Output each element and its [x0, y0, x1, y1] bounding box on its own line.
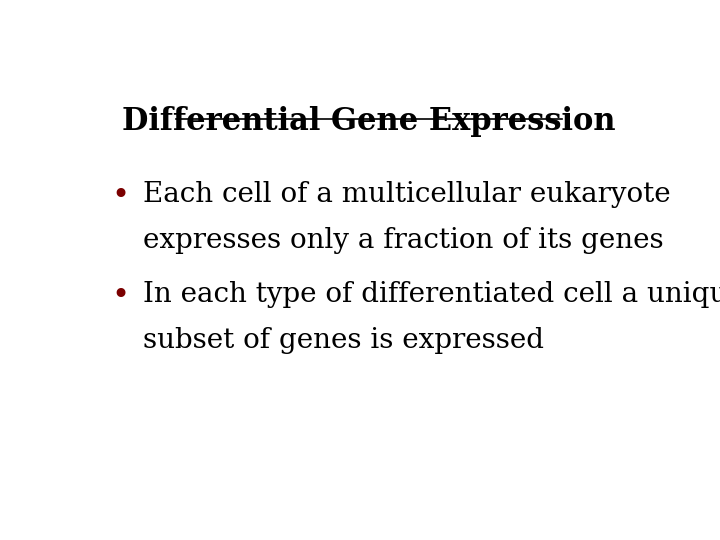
Text: •: •	[112, 281, 130, 312]
Text: Each cell of a multicellular eukaryote: Each cell of a multicellular eukaryote	[143, 181, 670, 208]
Text: expresses only a fraction of its genes: expresses only a fraction of its genes	[143, 227, 664, 254]
Text: Differential Gene Expression: Differential Gene Expression	[122, 106, 616, 137]
Text: In each type of differentiated cell a unique: In each type of differentiated cell a un…	[143, 281, 720, 308]
Text: •: •	[112, 181, 130, 212]
Text: subset of genes is expressed: subset of genes is expressed	[143, 327, 544, 354]
